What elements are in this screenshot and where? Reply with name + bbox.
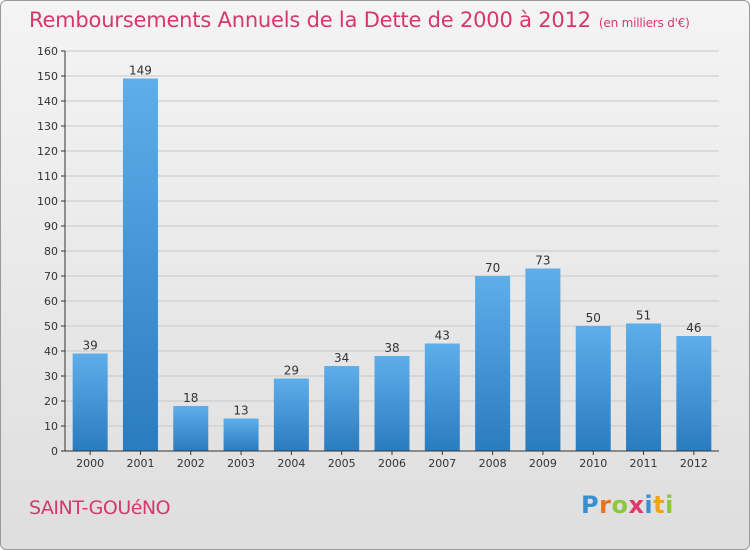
x-tick-label: 2006 — [378, 457, 406, 470]
bar — [173, 406, 209, 451]
y-tick-label: 90 — [44, 220, 58, 233]
bar — [575, 326, 611, 451]
bar — [475, 276, 511, 451]
commune-name: SAINT-GOUéNO — [29, 497, 171, 519]
proxiti-logo: Proxiti — [581, 491, 674, 519]
logo-letter: i — [644, 491, 654, 519]
x-tick-label: 2002 — [177, 457, 205, 470]
bar — [626, 323, 662, 451]
logo-letter: r — [599, 491, 612, 519]
bar — [223, 418, 259, 451]
y-tick-label: 40 — [44, 345, 58, 358]
bar-value-label: 13 — [233, 404, 248, 418]
bar — [374, 356, 410, 451]
bar-value-label: 51 — [636, 309, 651, 323]
y-tick-label: 100 — [37, 195, 58, 208]
x-tick-label: 2003 — [227, 457, 255, 470]
y-tick-label: 0 — [51, 445, 58, 458]
y-tick-label: 80 — [44, 245, 58, 258]
bar-value-label: 39 — [83, 339, 98, 353]
y-tick-label: 160 — [37, 45, 58, 58]
x-tick-label: 2007 — [428, 457, 456, 470]
x-tick-label: 2009 — [529, 457, 557, 470]
bar — [72, 353, 108, 451]
logo-letter: P — [581, 491, 600, 519]
bar-value-label: 18 — [183, 391, 198, 405]
logo-letter: x — [628, 491, 645, 519]
x-tick-label: 2005 — [328, 457, 356, 470]
y-tick-label: 70 — [44, 270, 58, 283]
bar-value-label: 43 — [435, 329, 450, 343]
chart-unit-note: (en milliers d'€) — [598, 16, 690, 30]
bar — [525, 268, 561, 451]
bar — [273, 378, 309, 451]
x-tick-label: 2001 — [126, 457, 154, 470]
bar — [424, 343, 460, 451]
x-tick-label: 2008 — [479, 457, 507, 470]
bar-value-label: 34 — [334, 351, 349, 365]
chart-title-text: Remboursements Annuels de la Dette de 20… — [29, 8, 591, 32]
y-tick-label: 120 — [37, 145, 58, 158]
y-tick-label: 50 — [44, 320, 58, 333]
chart-title: Remboursements Annuels de la Dette de 20… — [29, 8, 690, 32]
bar — [676, 336, 712, 451]
y-tick-label: 30 — [44, 370, 58, 383]
x-tick-label: 2004 — [277, 457, 305, 470]
bar-value-label: 73 — [535, 254, 550, 268]
y-tick-label: 60 — [44, 295, 58, 308]
y-tick-label: 150 — [37, 70, 58, 83]
logo-letter: o — [611, 491, 629, 519]
x-tick-label: 2012 — [680, 457, 708, 470]
logo-letter: i — [665, 491, 674, 519]
x-tick-label: 2011 — [630, 457, 658, 470]
y-tick-label: 140 — [37, 95, 58, 108]
bar — [122, 78, 158, 451]
y-tick-label: 110 — [37, 170, 58, 183]
bar-value-label: 46 — [686, 321, 701, 335]
y-tick-label: 10 — [44, 420, 58, 433]
x-tick-label: 2000 — [76, 457, 104, 470]
bar-value-label: 70 — [485, 261, 500, 275]
bar — [324, 366, 360, 451]
bar-value-label: 149 — [129, 64, 152, 78]
y-tick-label: 20 — [44, 395, 58, 408]
bar-value-label: 38 — [384, 341, 399, 355]
bar-value-label: 50 — [586, 311, 601, 325]
y-tick-label: 130 — [37, 120, 58, 133]
bar-value-label: 29 — [284, 364, 299, 378]
logo-letter: t — [653, 491, 666, 519]
x-tick-label: 2010 — [579, 457, 607, 470]
